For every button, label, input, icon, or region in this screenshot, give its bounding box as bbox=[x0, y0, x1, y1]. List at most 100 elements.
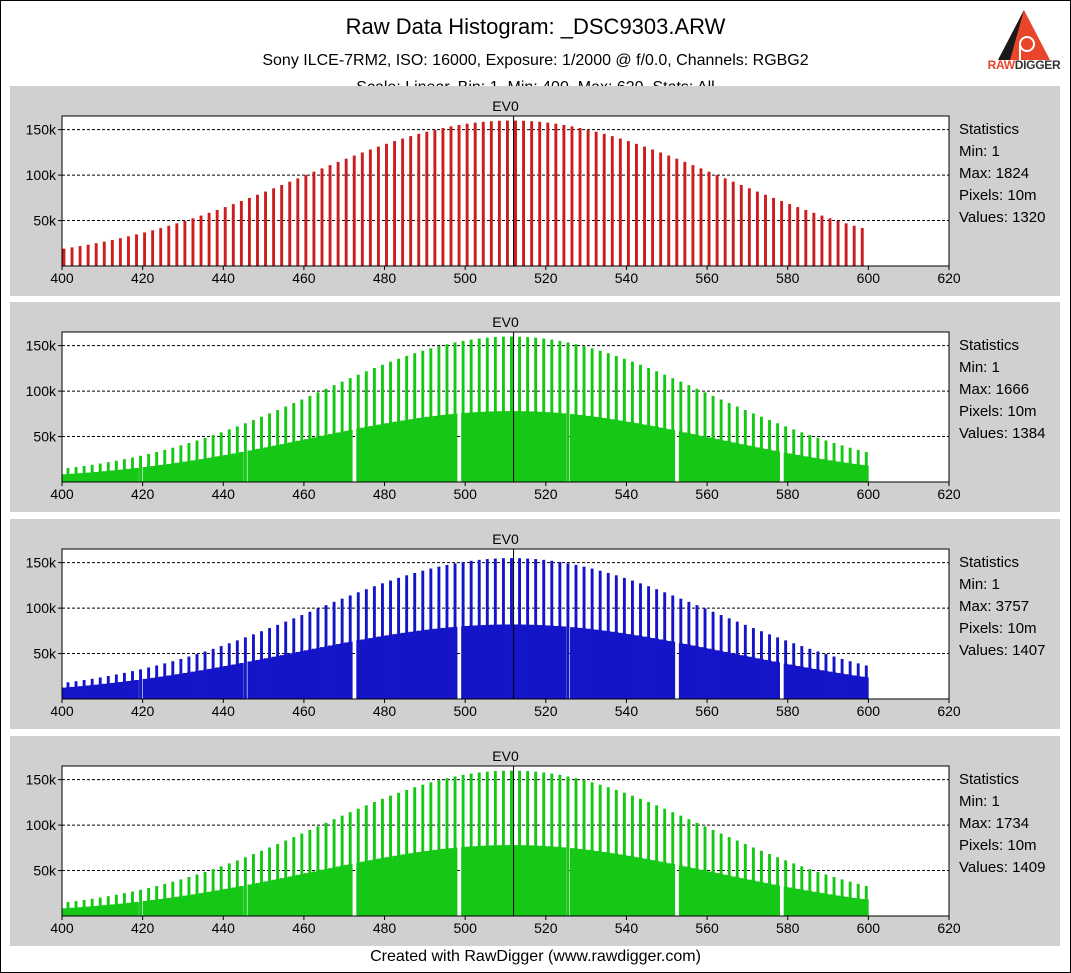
histogram-bin bbox=[199, 670, 204, 699]
histogram-spike bbox=[191, 218, 195, 266]
histogram-bin bbox=[852, 463, 857, 482]
histogram-spike bbox=[506, 120, 509, 266]
histogram-bin bbox=[570, 414, 575, 482]
histogram-spike bbox=[364, 589, 368, 699]
histogram-bin bbox=[86, 685, 91, 699]
histogram-bin bbox=[166, 463, 172, 482]
histogram-bin bbox=[94, 684, 99, 699]
histogram-spike bbox=[760, 631, 763, 699]
histogram-bin bbox=[521, 411, 526, 482]
histogram-bin bbox=[561, 626, 567, 699]
histogram-spike bbox=[139, 889, 143, 916]
histogram-bin bbox=[844, 462, 849, 482]
histogram-bin bbox=[811, 891, 817, 916]
histogram-bin bbox=[336, 432, 341, 482]
histogram-bin bbox=[594, 629, 599, 699]
histogram-spike bbox=[272, 188, 276, 266]
histogram-spike bbox=[655, 589, 659, 699]
histogram-panel-g2: 50k 100k 150k 400 420 440 460 480 500 520 540 560 58… bbox=[10, 736, 1060, 946]
histogram-spike bbox=[518, 558, 521, 699]
histogram-bin bbox=[658, 639, 664, 699]
histogram-spike bbox=[187, 656, 191, 699]
histogram-bin bbox=[650, 860, 655, 916]
histogram-bin bbox=[707, 437, 712, 482]
statistics-line: Pixels: 10m bbox=[959, 187, 1037, 204]
histogram-bin bbox=[416, 630, 422, 699]
histogram-spike bbox=[469, 773, 473, 916]
histogram-bin bbox=[118, 681, 123, 699]
histogram-spike bbox=[98, 677, 102, 699]
histogram-spike bbox=[292, 837, 296, 916]
histogram-bin bbox=[440, 848, 446, 916]
histogram-bin bbox=[723, 651, 728, 699]
histogram-bin bbox=[424, 850, 430, 916]
histogram-spike bbox=[663, 808, 667, 916]
histogram-spike bbox=[630, 795, 634, 916]
histogram-spike bbox=[538, 121, 542, 266]
histogram-spike bbox=[735, 406, 739, 482]
histogram-bin bbox=[553, 625, 559, 699]
histogram-spike bbox=[864, 885, 868, 916]
histogram-spike bbox=[348, 378, 352, 482]
histogram-spike bbox=[276, 844, 280, 916]
histogram-chart-b: 50k 100k 150k 400 420 440 460 480 500 520 540 560 58… bbox=[26, 531, 1046, 719]
histogram-spike bbox=[179, 658, 183, 699]
x-tick-label: 560 bbox=[695, 703, 719, 719]
histogram-spike bbox=[510, 558, 513, 699]
histogram-spike bbox=[175, 223, 179, 266]
histogram-bin bbox=[303, 439, 309, 482]
histogram-bin bbox=[70, 686, 75, 699]
histogram-bin bbox=[174, 462, 180, 482]
histogram-bin bbox=[844, 896, 849, 916]
statistics-line: Min: 1 bbox=[959, 143, 1000, 160]
histogram-bin bbox=[142, 900, 147, 916]
histogram-bin bbox=[642, 858, 647, 916]
histogram-bin bbox=[465, 846, 470, 916]
x-tick-label: 460 bbox=[292, 920, 316, 936]
histogram-spike bbox=[106, 462, 110, 482]
histogram-spike bbox=[171, 447, 175, 482]
histogram-spike bbox=[590, 568, 594, 699]
histogram-spike bbox=[510, 770, 513, 916]
histogram-spike bbox=[421, 784, 425, 916]
histogram-spike bbox=[127, 236, 130, 266]
histogram-spike bbox=[211, 869, 215, 916]
histogram-spike bbox=[260, 631, 263, 699]
histogram-spike bbox=[848, 881, 852, 916]
histogram-spike bbox=[203, 651, 207, 699]
histogram-bin bbox=[690, 645, 696, 699]
histogram-spike bbox=[489, 121, 493, 266]
histogram-bin bbox=[94, 471, 99, 482]
histogram-spike bbox=[832, 877, 836, 916]
histogram-spike bbox=[155, 451, 159, 482]
histogram-bin bbox=[78, 907, 83, 916]
histogram-bin bbox=[408, 419, 414, 482]
histogram-spike bbox=[715, 175, 719, 266]
histogram-spike bbox=[727, 618, 731, 699]
histogram-spike bbox=[743, 410, 747, 482]
histogram-spike bbox=[453, 342, 457, 482]
histogram-spike bbox=[800, 432, 804, 482]
histogram-bin bbox=[610, 853, 615, 916]
histogram-bin bbox=[215, 667, 220, 699]
x-tick-label: 620 bbox=[937, 920, 961, 936]
histogram-spike bbox=[316, 826, 320, 916]
histogram-spike bbox=[760, 850, 763, 916]
histogram-spike bbox=[308, 395, 312, 482]
y-tick-label: 100k bbox=[26, 167, 57, 183]
histogram-bin bbox=[489, 845, 494, 916]
histogram-spike bbox=[461, 774, 465, 916]
histogram-bin bbox=[723, 440, 728, 482]
histogram-bin bbox=[368, 638, 373, 699]
histogram-spike bbox=[590, 348, 594, 482]
histogram-spike bbox=[344, 158, 348, 266]
histogram-spike bbox=[610, 136, 614, 266]
x-tick-label: 500 bbox=[454, 920, 478, 936]
histogram-spike bbox=[687, 601, 691, 699]
histogram-bin bbox=[384, 635, 389, 699]
histogram-spike bbox=[405, 355, 409, 482]
histogram-bin bbox=[86, 906, 91, 916]
histogram-bin bbox=[118, 903, 123, 916]
x-tick-label: 500 bbox=[454, 486, 478, 502]
histogram-spike bbox=[792, 643, 796, 699]
